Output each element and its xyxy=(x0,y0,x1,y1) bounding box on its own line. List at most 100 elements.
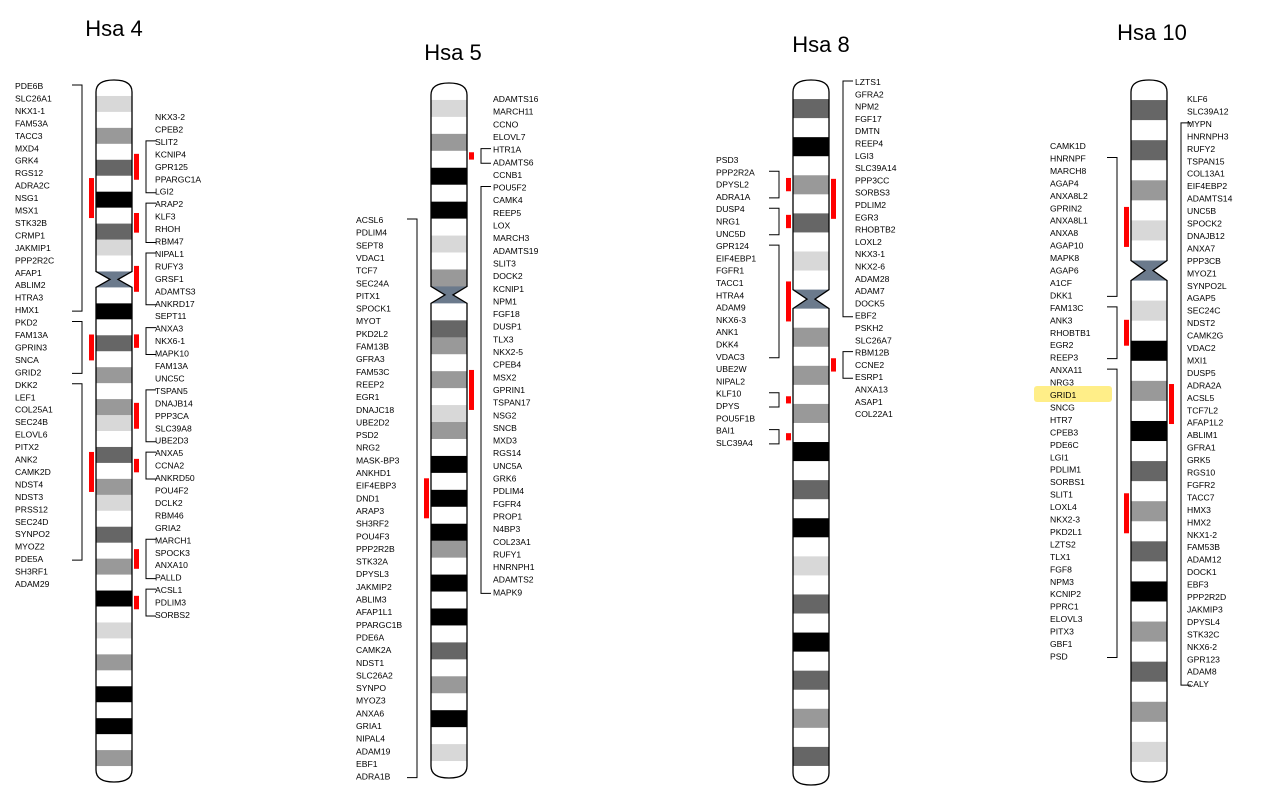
chromosome-band xyxy=(793,137,829,157)
gene-label: LOX xyxy=(493,221,510,231)
chromosome-band xyxy=(793,80,829,100)
gene-label: PALLD xyxy=(155,573,182,583)
chromosome-band xyxy=(793,518,829,538)
chromosome-band xyxy=(1131,441,1167,462)
gene-label: GRK6 xyxy=(493,474,517,484)
chromosome-band xyxy=(431,693,467,711)
chromosome-band xyxy=(96,686,132,703)
chromosome-group: Hsa 10 CAMK1D HNRNPF MARCH8 AGAP4 ANXA8L2 GPRI… xyxy=(1034,20,1233,783)
chromosome-band xyxy=(793,727,829,748)
gene-label: SEPT8 xyxy=(356,240,383,250)
gene-label: ADRA1B xyxy=(356,772,391,782)
chromosome-band xyxy=(96,590,132,607)
locus-marker xyxy=(134,402,139,429)
chromosome-band xyxy=(96,431,132,448)
gene-label: MARCH3 xyxy=(493,233,530,243)
gene-label: SLC39A14 xyxy=(855,163,897,173)
chromosome-band xyxy=(431,727,467,745)
centromere-band xyxy=(96,271,132,288)
chromosome-band xyxy=(1131,300,1167,322)
gene-label: SPOCK1 xyxy=(356,304,391,314)
chromosome-outline xyxy=(1130,79,1168,783)
gene-label: KCNIP4 xyxy=(155,149,186,159)
gene-label: SLC39A8 xyxy=(155,423,192,433)
gene-label: LOXL2 xyxy=(855,237,882,247)
gene-cluster-bracket xyxy=(72,84,83,312)
gene-label: STK32B xyxy=(15,218,47,228)
chromosome-band xyxy=(1131,681,1167,703)
gene-label: PITX2 xyxy=(15,442,39,452)
gene-label: COL25A1 xyxy=(15,405,53,415)
chromosome-band xyxy=(793,213,829,233)
chromosome-band xyxy=(96,702,132,719)
locus-marker xyxy=(424,478,429,519)
gene-label: SYNPO2 xyxy=(15,529,50,539)
chromosome-band xyxy=(431,235,467,254)
locus-marker xyxy=(134,265,139,292)
gene-label: ANXA6 xyxy=(356,708,384,718)
chromosome-band xyxy=(96,223,132,241)
gene-label: ADAMTS3 xyxy=(155,286,196,296)
gene-label: REEP2 xyxy=(356,379,384,389)
gene-label: TLX3 xyxy=(493,334,514,344)
chromosome-band xyxy=(96,383,132,400)
gene-label: MYOZ1 xyxy=(1187,268,1217,278)
chromosome-band xyxy=(96,670,132,687)
chromosome-band xyxy=(96,638,132,655)
chromosome-band xyxy=(793,575,829,595)
chromosome-band xyxy=(96,95,132,113)
gene-label: MXI1 xyxy=(1187,355,1207,365)
chromosome-band xyxy=(431,591,467,609)
locus-marker xyxy=(786,396,791,404)
gene-label: CAMK4 xyxy=(493,195,523,205)
gene-label: ANKRD50 xyxy=(155,473,195,483)
gene-label: DOCK5 xyxy=(855,298,885,308)
locus-marker xyxy=(1124,206,1129,247)
gene-label: VDAC2 xyxy=(1187,343,1216,353)
gene-label: GPR124 xyxy=(716,241,749,251)
gene-label: JAKMIP1 xyxy=(15,243,51,253)
gene-label: GPRIN1 xyxy=(493,385,525,395)
locus-marker xyxy=(134,153,139,180)
gene-label: GFRA2 xyxy=(855,89,884,99)
chromosome-band xyxy=(431,557,467,576)
chromosome-band xyxy=(96,734,132,751)
gene-label: TLX1 xyxy=(1050,552,1071,562)
gene-label: ANXA5 xyxy=(155,448,183,458)
gene-label: NKX3-1 xyxy=(855,249,885,259)
gene-label: ADRA2A xyxy=(1187,380,1222,390)
chromosome-band xyxy=(431,642,467,660)
gene-label: ADAM28 xyxy=(855,274,890,284)
gene-label: TACC1 xyxy=(716,278,744,288)
gene-label: ABLIM1 xyxy=(1187,430,1218,440)
gene-label: KCNIP2 xyxy=(1050,589,1081,599)
gene-label: KLF3 xyxy=(155,212,176,222)
gene-label: PRSS12 xyxy=(15,504,48,514)
gene-label: UNC5C xyxy=(155,373,185,383)
gene-label: RUFY1 xyxy=(493,549,521,559)
gene-label: ANKRD17 xyxy=(155,299,195,309)
gene-label: NDST1 xyxy=(356,658,384,668)
gene-label: ADAMTS2 xyxy=(493,575,534,585)
gene-label: STK32A xyxy=(356,557,388,567)
locus-marker xyxy=(1124,319,1129,346)
gene-label: SH3RF2 xyxy=(356,519,389,529)
gene-label: LGI3 xyxy=(855,151,874,161)
gene-label: DCLK2 xyxy=(155,498,183,508)
gene-label: RHOBTB1 xyxy=(1050,328,1091,338)
chromosome-band xyxy=(1131,481,1167,502)
gene-label: SLC26A2 xyxy=(356,670,393,680)
gene-cluster-bracket xyxy=(1107,306,1118,360)
gene-label: COL23A1 xyxy=(493,537,531,547)
chromosome-band xyxy=(431,167,467,186)
gene-label: A1CF xyxy=(1050,278,1072,288)
gene-label: NSG1 xyxy=(15,193,39,203)
locus-marker xyxy=(134,334,139,348)
chromosome-band xyxy=(96,399,132,416)
gene-label: MYOZ2 xyxy=(15,542,45,552)
gene-label: HMX1 xyxy=(15,305,39,315)
chromosome-title: Hsa 8 xyxy=(792,32,849,57)
gene-label: JAKMIP3 xyxy=(1187,604,1223,614)
chromosome-band xyxy=(793,670,829,691)
chromosome-band xyxy=(431,438,467,457)
